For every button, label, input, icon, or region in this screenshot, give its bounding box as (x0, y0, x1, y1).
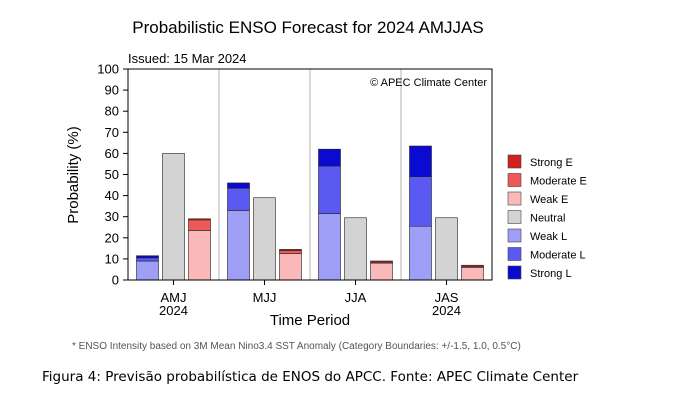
footnote: * ENSO Intensity based on 3M Mean Nino3.… (72, 341, 521, 352)
y-tick-label: 10 (105, 251, 119, 266)
issued-date: Issued: 15 Mar 2024 (128, 51, 247, 66)
bar-strong-l (318, 148, 341, 167)
y-axis-label: Probability (%) (65, 126, 82, 224)
legend-swatch (507, 265, 522, 280)
bar-strong-l (409, 145, 432, 177)
copyright-note: © APEC Climate Center (370, 77, 487, 89)
bar-moderate-l (318, 165, 341, 214)
y-tick-label: 70 (105, 125, 119, 140)
bar-weak-e (370, 262, 393, 281)
bar-moderate-l (227, 187, 250, 211)
legend-label: Neutral (530, 213, 565, 225)
y-tick-label: 0 (112, 273, 119, 288)
bar-neutral (253, 197, 276, 281)
y-tick-label: 100 (97, 62, 119, 77)
y-tick-label: 40 (105, 188, 119, 203)
x-tick-label: AMJ (161, 290, 187, 305)
bar-strong-e (188, 218, 211, 221)
x-tick-sublabel: 2024 (432, 303, 461, 318)
y-tick-label: 60 (105, 146, 119, 161)
bar-strong-l (136, 255, 159, 259)
legend-label: Weak L (530, 231, 567, 243)
bar-strong-l (227, 182, 250, 189)
legend-label: Moderate L (530, 250, 586, 262)
bar-strong-e (370, 260, 393, 263)
bar-neutral (435, 217, 458, 281)
bar-weak-l (409, 225, 432, 281)
legend-swatch (507, 247, 522, 261)
bar-moderate-l (136, 257, 159, 262)
bar-strong-e (279, 249, 302, 251)
x-tick-label: JJA (345, 290, 367, 305)
legend-label: Weak E (530, 194, 568, 206)
legend-swatch (507, 210, 522, 224)
bar-weak-e (188, 230, 211, 281)
y-tick-label: 50 (105, 167, 119, 182)
bar-weak-l (227, 210, 250, 281)
bar-moderate-e (279, 250, 302, 254)
bar-moderate-e (188, 219, 211, 231)
bar-weak-l (136, 260, 159, 281)
bar-neutral (344, 217, 367, 281)
y-tick-label: 20 (105, 230, 119, 245)
x-tick-sublabel: 2024 (159, 303, 188, 318)
legend-label: Strong L (530, 268, 572, 280)
legend: Strong E Moderate E Weak E Neutral Weak L Mod… (507, 154, 587, 280)
chart-title: Probabilistic ENSO Forecast for 2024 AMJ… (132, 18, 483, 37)
bar-weak-e (279, 253, 302, 281)
x-tick-label: JAS (435, 290, 459, 305)
legend-swatch (507, 154, 522, 169)
bar-neutral (162, 153, 185, 281)
x-axis-label: Time Period (270, 312, 350, 329)
legend-label: Moderate E (530, 176, 587, 188)
bar-weak-l (318, 213, 341, 281)
y-tick-label: 30 (105, 209, 119, 224)
legend-swatch (507, 173, 522, 187)
legend-swatch (507, 228, 522, 243)
bar-weak-e (461, 267, 484, 281)
bar-strong-e (461, 264, 484, 267)
legend-swatch (507, 191, 522, 206)
figure-caption: Figura 4: Previsão probabilística de ENO… (42, 369, 579, 385)
bar-moderate-l (409, 176, 432, 227)
y-tick-label: 80 (105, 104, 119, 119)
y-tick-label: 90 (105, 83, 119, 98)
x-tick-label: MJJ (253, 290, 277, 305)
legend-label: Strong E (530, 157, 573, 169)
